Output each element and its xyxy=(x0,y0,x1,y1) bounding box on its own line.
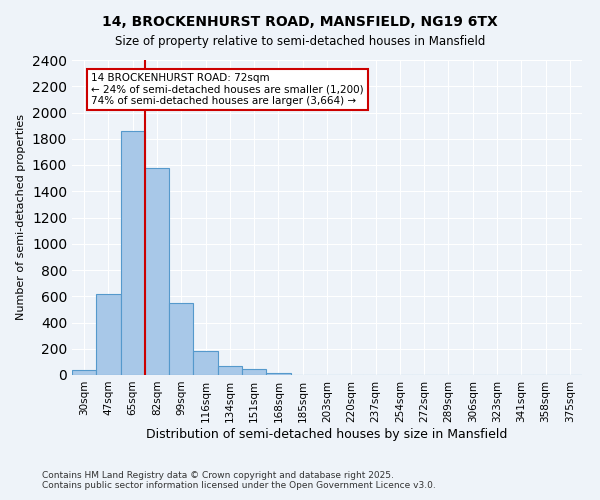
Bar xyxy=(266,372,290,375)
X-axis label: Distribution of semi-detached houses by size in Mansfield: Distribution of semi-detached houses by … xyxy=(146,428,508,440)
Bar xyxy=(121,131,145,375)
Bar xyxy=(242,370,266,375)
Text: 14 BROCKENHURST ROAD: 72sqm
← 24% of semi-detached houses are smaller (1,200)
74: 14 BROCKENHURST ROAD: 72sqm ← 24% of sem… xyxy=(91,73,364,106)
Bar xyxy=(169,303,193,375)
Bar xyxy=(193,350,218,375)
Bar xyxy=(145,168,169,375)
Text: Contains HM Land Registry data © Crown copyright and database right 2025.
Contai: Contains HM Land Registry data © Crown c… xyxy=(42,470,436,490)
Bar xyxy=(218,366,242,375)
Y-axis label: Number of semi-detached properties: Number of semi-detached properties xyxy=(16,114,26,320)
Bar xyxy=(72,370,96,375)
Text: 14, BROCKENHURST ROAD, MANSFIELD, NG19 6TX: 14, BROCKENHURST ROAD, MANSFIELD, NG19 6… xyxy=(102,15,498,29)
Text: Size of property relative to semi-detached houses in Mansfield: Size of property relative to semi-detach… xyxy=(115,35,485,48)
Bar xyxy=(96,294,121,375)
